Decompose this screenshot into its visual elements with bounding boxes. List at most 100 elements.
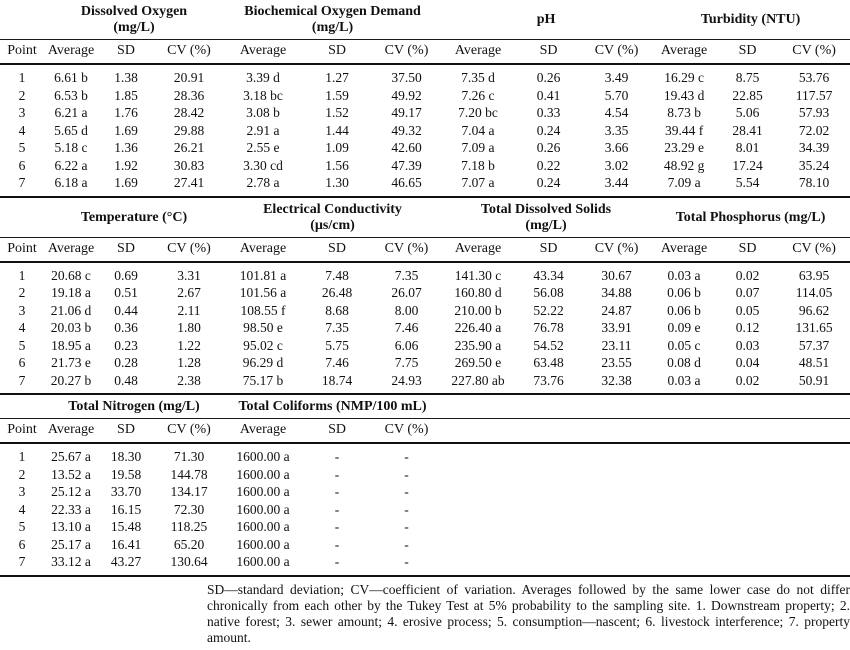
data-cell-cv-dissolved-oxygen: 20.91 — [173, 70, 205, 85]
data-cell-cv-total-dissolved-solids: 30.67 — [601, 267, 632, 283]
data-cell-cv-total-dissolved-solids: 23.11 — [601, 337, 632, 353]
data-cell-average-total-dissolved-solids: 269.50 e — [454, 355, 502, 370]
data-cell-average-electrical-conductivity: 75.17 b — [224, 371, 302, 395]
data-cell-sd-biochemical-oxygen-demand: 1.30 — [302, 174, 373, 198]
data-cell-average-electrical-conductivity: 95.02 c — [243, 337, 283, 353]
data-cell-cv-dissolved-oxygen: 29.88 — [173, 122, 205, 138]
group-title-line: (mg/L) — [525, 217, 567, 233]
data-cell-sd-total-coliforms: - — [334, 466, 340, 482]
point-cell: 1 — [18, 70, 26, 85]
group-header-dissolved-oxygen: Dissolved Oxygen (mg/L) — [44, 0, 225, 40]
subheader-cv-biochemical-oxygen-demand: CV (%) — [372, 39, 442, 65]
data-cell-sd-total-nitrogen: 43.27 — [98, 553, 154, 577]
table-row: 6 25.17 a 16.41 65.20 1600.00 a - - — [0, 536, 850, 554]
data-cell-cv-ph: 3.35 — [604, 122, 629, 138]
group-title-line: (mg/L) — [311, 20, 354, 35]
data-cell-cv-dissolved-oxygen: 28.42 — [173, 105, 205, 120]
empty-cell — [441, 466, 850, 484]
data-cell-cv-electrical-conductivity: 6.06 — [394, 337, 419, 353]
data-cell-cv-total-coliforms: - — [372, 553, 442, 577]
subheader-sd-turbidity: SD — [717, 39, 779, 65]
data-cell-sd-total-nitrogen: 33.70 — [110, 484, 142, 499]
table-row: 6 6.22 a 1.92 30.83 3.30 cd 1.56 47.39 7.18 b 0.… — [0, 157, 850, 175]
corner-cell — [0, 197, 44, 238]
data-cell-cv-electrical-conductivity: 7.75 — [394, 355, 419, 370]
data-cell-sd-total-coliforms: - — [334, 519, 340, 534]
data-cell-sd-turbidity: 22.85 — [732, 87, 763, 103]
data-cell-cv-ph: 3.44 — [582, 174, 652, 198]
subheader-average-turbidity: Average — [651, 39, 718, 65]
group-title-line: pH — [536, 12, 556, 27]
group-title-line: (mg/L) — [113, 20, 155, 35]
data-cell-average-total-coliforms: 1600.00 a — [236, 501, 290, 517]
data-cell-average-dissolved-oxygen: 6.21 a — [54, 105, 88, 120]
point-cell: 3 — [18, 302, 26, 318]
data-cell-sd-biochemical-oxygen-demand: 1.09 — [325, 140, 349, 155]
data-cell-average-total-phosphorus: 0.06 b — [667, 285, 701, 300]
data-cell-average-total-dissolved-solids: 227.80 ab — [441, 371, 516, 395]
group-header-row: Temperature (°C) Electrical Conductivity(… — [0, 197, 850, 238]
subheader-average-electrical-conductivity: Average — [224, 237, 302, 263]
data-cell-average-turbidity: 16.29 c — [664, 70, 704, 85]
group-header-ph: pH — [441, 0, 652, 40]
group-title-line: Total Coliforms (NMP/100 mL) — [238, 399, 427, 414]
section-header: Dissolved Oxygen (mg/L) Biochemical Oxygen… — [0, 0, 850, 65]
data-cell-cv-total-coliforms: - — [404, 519, 409, 534]
empty-cell — [441, 518, 850, 536]
subheader-average-ph: Average — [441, 39, 516, 65]
point-cell: 7 — [0, 174, 44, 198]
data-cell-sd-temperature: 0.69 — [114, 267, 138, 283]
data-cell-sd-turbidity: 5.06 — [735, 105, 760, 120]
point-cell: 3 — [18, 484, 26, 499]
table-row: 5 18.95 a 0.23 1.22 95.02 c 5.75 6.06 235.90 a 5… — [0, 337, 850, 355]
table-section-2: Temperature (°C) Electrical Conductivity(… — [0, 197, 850, 396]
data-cell-cv-total-coliforms: - — [404, 449, 409, 464]
column-header-row: Point Average SD CV (%) Average SD CV (%) Avera… — [0, 39, 850, 65]
subheader-sd-biochemical-oxygen-demand: SD — [302, 39, 373, 65]
data-cell-cv-temperature: 2.38 — [154, 371, 224, 395]
data-cell-average-biochemical-oxygen-demand: 3.18 bc — [243, 87, 283, 103]
data-cell-sd-temperature: 0.28 — [114, 355, 138, 370]
table-row: 7 20.27 b 0.48 2.38 75.17 b 18.74 24.93 227.80 … — [0, 371, 850, 395]
subheader-average-total-nitrogen: Average — [44, 418, 98, 444]
empty-cell — [441, 536, 850, 554]
point-cell: 6 — [18, 355, 26, 370]
data-cell-cv-dissolved-oxygen: 28.36 — [173, 87, 205, 103]
data-cell-sd-temperature: 0.48 — [98, 371, 154, 395]
data-cell-average-total-phosphorus: 0.09 e — [667, 320, 701, 335]
data-cell-sd-total-coliforms: - — [334, 501, 340, 517]
subheader-sd-total-phosphorus: SD — [717, 237, 779, 263]
data-cell-sd-electrical-conductivity: 8.68 — [325, 302, 349, 318]
point-cell: 5 — [18, 140, 26, 155]
point-cell: 2 — [18, 87, 26, 103]
data-cell-average-temperature: 20.68 c — [51, 267, 91, 283]
table-row: 1 25.67 a 18.30 71.30 1600.00 a - - — [0, 443, 850, 466]
section-body: 1 25.67 a 18.30 71.30 1600.00 a - -2 13.52 a 19.… — [0, 443, 850, 577]
point-cell: 7 — [0, 553, 44, 577]
data-cell-sd-total-dissolved-solids: 56.08 — [533, 285, 564, 300]
table-row: 2 13.52 a 19.58 144.78 1600.00 a - - — [0, 466, 850, 484]
subheader-cv-total-nitrogen: CV (%) — [154, 418, 225, 444]
data-cell-sd-electrical-conductivity: 18.74 — [302, 371, 372, 395]
group-header-temperature: Temperature (°C) — [44, 197, 224, 238]
data-cell-sd-total-coliforms: - — [334, 536, 340, 552]
data-cell-cv-turbidity: 57.93 — [798, 105, 830, 120]
data-cell-average-temperature: 18.95 a — [51, 337, 91, 353]
data-cell-average-electrical-conductivity: 101.81 a — [239, 267, 287, 283]
data-cell-average-turbidity: 19.43 d — [663, 87, 705, 103]
point-cell: 4 — [18, 501, 26, 517]
data-cell-sd-ph: 0.22 — [536, 157, 561, 173]
data-cell-sd-total-dissolved-solids: 63.48 — [533, 355, 564, 370]
subheader-average-dissolved-oxygen: Average — [44, 39, 98, 65]
data-cell-sd-biochemical-oxygen-demand: 1.27 — [325, 70, 349, 85]
data-cell-cv-temperature: 1.28 — [177, 355, 201, 370]
data-cell-cv-biochemical-oxygen-demand: 47.39 — [391, 157, 422, 173]
data-cell-cv-total-coliforms: - — [404, 501, 409, 517]
data-cell-average-total-nitrogen: 33.12 a — [44, 553, 98, 577]
data-cell-cv-biochemical-oxygen-demand: 49.92 — [391, 87, 422, 103]
data-cell-sd-dissolved-oxygen: 1.69 — [98, 174, 154, 198]
data-cell-sd-turbidity: 8.75 — [735, 70, 760, 85]
data-cell-average-total-nitrogen: 22.33 a — [51, 501, 91, 517]
data-cell-cv-biochemical-oxygen-demand: 49.17 — [391, 105, 422, 120]
data-cell-average-dissolved-oxygen: 5.18 c — [54, 140, 88, 155]
